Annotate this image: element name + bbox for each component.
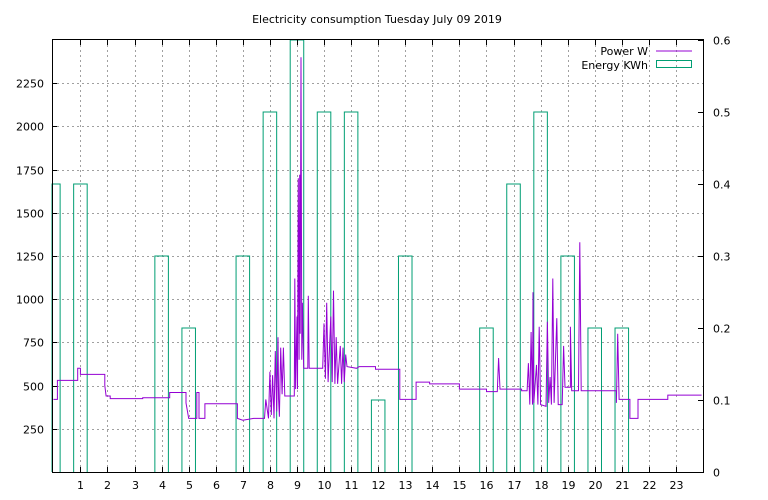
y-left-tick-label: 1000 [16,294,44,307]
x-tick-label: 10 [318,479,332,492]
legend-label-energy: Energy KWh [581,59,648,72]
y-left-tick-label: 1500 [16,208,44,221]
energy-bar [397,255,413,472]
energy-bar [181,327,196,472]
energy-bar [370,399,386,472]
energy-bar [533,111,548,472]
power-line-layer [53,57,702,421]
x-tick-label: 9 [294,479,301,492]
energy-bar [560,255,575,472]
x-tick-label: 22 [643,479,657,492]
x-tick-label: 16 [480,479,494,492]
x-tick-label: 21 [616,479,630,492]
x-tick-label: 2 [104,479,111,492]
power-line [53,57,702,421]
y-left-tick-label: 1250 [16,251,44,264]
x-tick-label: 15 [453,479,467,492]
energy-bar [614,327,630,472]
y-right-tick-label: 0.6 [713,35,731,48]
y-axis-left: 250 500 750 1000 1250 1500 1750 2000 2250 [16,78,57,437]
x-tick-label: 12 [372,479,386,492]
legend-label-power: Power W [600,45,648,58]
x-tick-label: 5 [186,479,193,492]
energy-bar [479,327,494,472]
x-tick-label: 14 [426,479,440,492]
energy-bar [154,255,169,472]
y-left-tick-label: 750 [23,337,44,350]
y-right-tick-label: 0.2 [713,323,731,336]
y-left-tick-label: 250 [23,424,44,437]
x-tick-label: 3 [132,479,139,492]
energy-bar [587,327,602,472]
x-tick-label: 7 [240,479,247,492]
grid-lines [52,40,703,472]
energy-bar [235,255,251,472]
y-left-tick-label: 1750 [16,165,44,178]
energy-bar [51,183,61,472]
y-right-tick-label: 0.3 [713,251,731,264]
y-right-tick-label: 0.4 [713,179,731,192]
legend: Power W Energy KWh [581,45,692,72]
energy-bar [316,111,332,472]
y-right-tick-label: 0.1 [713,395,731,408]
legend-swatch-energy [656,60,692,68]
y-left-tick-label: 2000 [16,121,44,134]
y-left-tick-label: 500 [23,381,44,394]
energy-bar [506,183,521,472]
x-tick-label: 6 [213,479,220,492]
x-tick-label: 18 [535,479,549,492]
x-tick-label: 1 [77,479,84,492]
x-tick-label: 8 [267,479,274,492]
energy-bar [262,111,278,472]
energy-bar [73,183,88,472]
y-right-tick-label: 0 [713,467,720,480]
y-left-tick-label: 2250 [16,78,44,91]
x-tick-label: 13 [399,479,413,492]
x-tick-label: 20 [589,479,603,492]
energy-bar [343,111,359,472]
chart-title: Electricity consumption Tuesday July 09 … [252,13,502,26]
x-tick-label: 23 [670,479,684,492]
y-right-tick-label: 0.5 [713,107,731,120]
x-tick-label: 4 [159,479,166,492]
y-axis-right: 0 0.1 0.2 0.3 0.4 0.5 0.6 [698,35,731,480]
x-axis: 1 2 3 4 5 6 7 8 9 10 11 12 13 14 15 16 17 18 19 20 21 22 23 [77,40,684,492]
x-tick-label: 19 [562,479,576,492]
x-tick-label: 11 [345,479,359,492]
x-tick-label: 17 [508,479,522,492]
